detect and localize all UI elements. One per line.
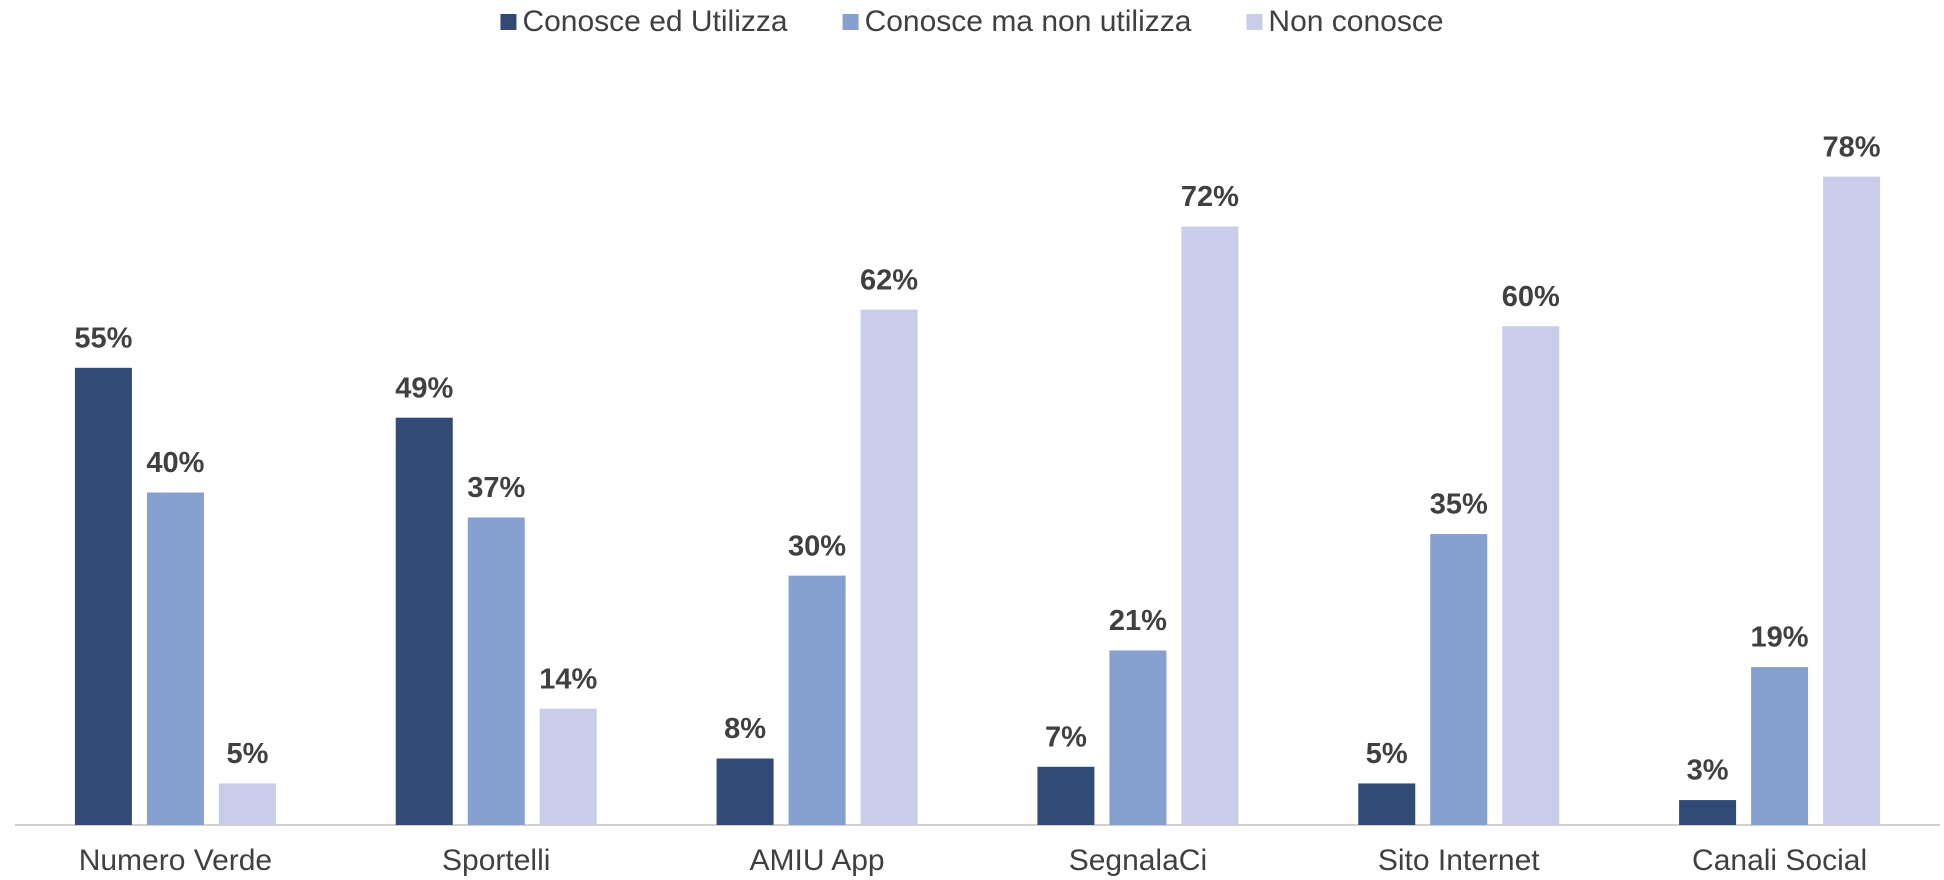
bar (395, 417, 453, 825)
bar (1358, 783, 1416, 825)
bar (1679, 800, 1737, 825)
bar (1823, 176, 1881, 825)
x-tick-label: Sportelli (442, 844, 550, 877)
data-label: 21% (1109, 605, 1167, 637)
data-label: 55% (74, 322, 132, 354)
x-tick-label: Canali Social (1692, 844, 1867, 877)
bar (1502, 326, 1560, 825)
data-label: 72% (1181, 181, 1239, 213)
data-label: 14% (539, 663, 597, 695)
x-tick-label: Numero Verde (79, 844, 272, 877)
data-label: 5% (226, 738, 268, 770)
bar (467, 517, 525, 825)
x-tick-label: Sito Internet (1378, 844, 1540, 877)
data-label: 60% (1502, 281, 1560, 313)
data-label: 40% (146, 447, 204, 479)
data-label: 30% (788, 530, 846, 562)
data-label: 3% (1687, 755, 1729, 787)
data-label: 49% (395, 372, 453, 404)
data-label: 35% (1430, 489, 1488, 521)
bar (218, 783, 276, 825)
legend-label: Non conosce (1268, 5, 1443, 38)
data-label: 5% (1366, 738, 1408, 770)
bar (1751, 667, 1809, 825)
bar (1430, 534, 1488, 825)
bar (74, 367, 132, 825)
data-label: 62% (860, 264, 918, 296)
bar (1037, 766, 1095, 825)
data-label: 37% (467, 472, 525, 504)
bar (788, 575, 846, 825)
data-label: 8% (724, 713, 766, 745)
data-label: 7% (1045, 721, 1087, 753)
data-label: 19% (1751, 622, 1809, 654)
legend-label: Conosce ed Utilizza (522, 5, 787, 38)
bar (860, 309, 918, 825)
bar (146, 492, 204, 825)
bar (1109, 650, 1167, 825)
x-tick-label: AMIU App (750, 844, 885, 877)
bar (1181, 226, 1239, 825)
legend-swatch (842, 14, 859, 30)
legend-label: Conosce ma non utilizza (865, 5, 1192, 38)
legend-swatch (1246, 14, 1263, 30)
x-tick-label: SegnalaCi (1069, 844, 1207, 877)
bar (716, 758, 774, 825)
data-label: 78% (1823, 131, 1881, 163)
legend-swatch (500, 14, 517, 30)
bar (539, 708, 597, 825)
